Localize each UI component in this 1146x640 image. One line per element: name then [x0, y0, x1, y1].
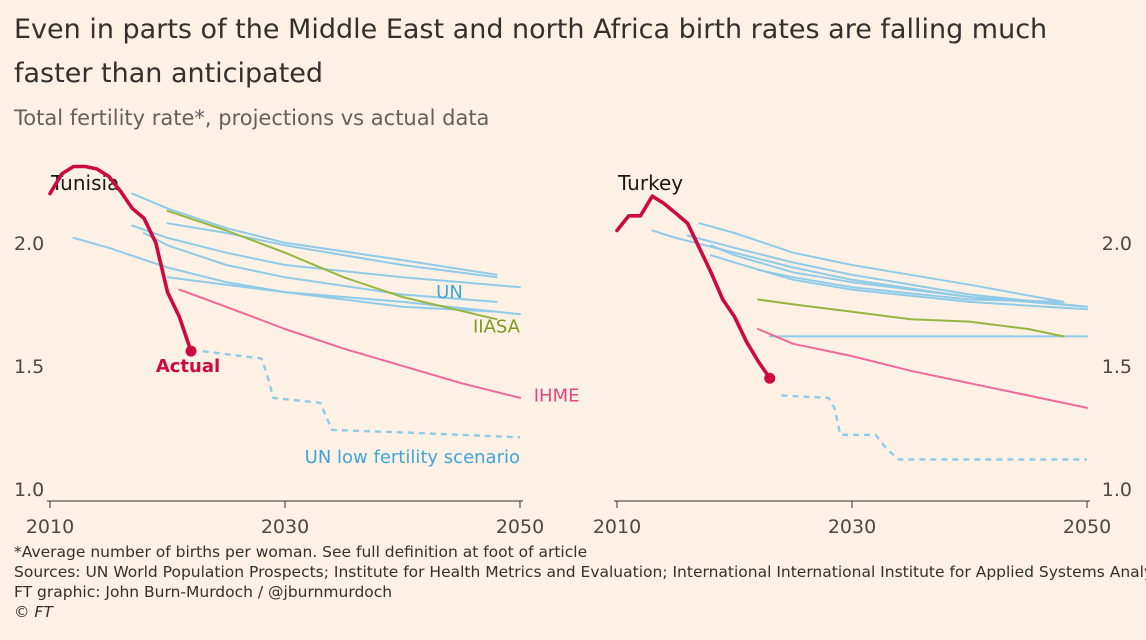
- series-line-iiasa: [166, 209, 498, 321]
- series-line-un: [166, 222, 498, 279]
- panel-title: Turkey: [617, 171, 683, 195]
- series-line-ihme: [178, 288, 521, 399]
- x-tick-label: 2010: [26, 516, 74, 538]
- series-line-un: [72, 236, 521, 316]
- series-line-actual: [615, 194, 772, 381]
- series-line-ihme: [757, 328, 1088, 409]
- series-line-un: [686, 234, 1088, 308]
- copyright: © FT: [14, 603, 53, 621]
- y-tick-label: 2.0: [14, 233, 44, 255]
- series-line-un: [131, 224, 521, 289]
- footer: *Average number of births per woman. See…: [14, 542, 1146, 622]
- series-line-un: [166, 276, 498, 313]
- series-label-actual: Actual: [156, 356, 220, 377]
- series-label-un-low: UN low fertility scenario: [305, 447, 520, 468]
- y-tick-label: 2.0: [1102, 233, 1132, 255]
- series-label-un: UN: [436, 282, 463, 303]
- actual-endpoint: [764, 372, 776, 384]
- series-line-un: [698, 222, 1065, 303]
- x-tick-label: 2030: [261, 516, 309, 538]
- series-label-iiasa: IIASA: [473, 317, 521, 338]
- chart-subtitle: Total fertility rate*, projections vs ac…: [14, 106, 490, 130]
- y-tick-label: 1.5: [14, 356, 44, 378]
- x-tick-label: 2050: [1063, 516, 1111, 538]
- sources: Sources: UN World Population Prospects; …: [14, 563, 1146, 581]
- series-line-iiasa: [757, 298, 1065, 338]
- series-line-un: [143, 232, 498, 303]
- series-line-un: [710, 254, 1088, 311]
- series-line-un: [710, 244, 1065, 306]
- panel-turkey: Turkey 1.0 1.5 2.0 2010 2030 2050: [593, 171, 1132, 538]
- chart-title: Even in parts of the Middle East and nor…: [14, 14, 1048, 89]
- series-line-un: [757, 268, 1065, 303]
- series-line-un-low: [781, 394, 1087, 461]
- y-tick-label: 1.0: [1102, 479, 1132, 501]
- actual-endpoint: [185, 345, 197, 357]
- footnote: *Average number of births per woman. See…: [14, 543, 588, 561]
- series-label-ihme: IHME: [534, 385, 580, 406]
- y-tick-label: 1.0: [14, 479, 44, 501]
- y-tick-label: 1.5: [1102, 356, 1132, 378]
- series-line-actual: [48, 164, 193, 354]
- x-tick-label: 2010: [593, 516, 641, 538]
- x-tick-label: 2030: [828, 516, 876, 538]
- series-line-un: [131, 192, 498, 276]
- graphic-credit: FT graphic: John Burn-Murdoch / @jburnmu…: [14, 583, 393, 601]
- series-line-un-low: [202, 350, 521, 439]
- x-tick-label: 2050: [496, 516, 544, 538]
